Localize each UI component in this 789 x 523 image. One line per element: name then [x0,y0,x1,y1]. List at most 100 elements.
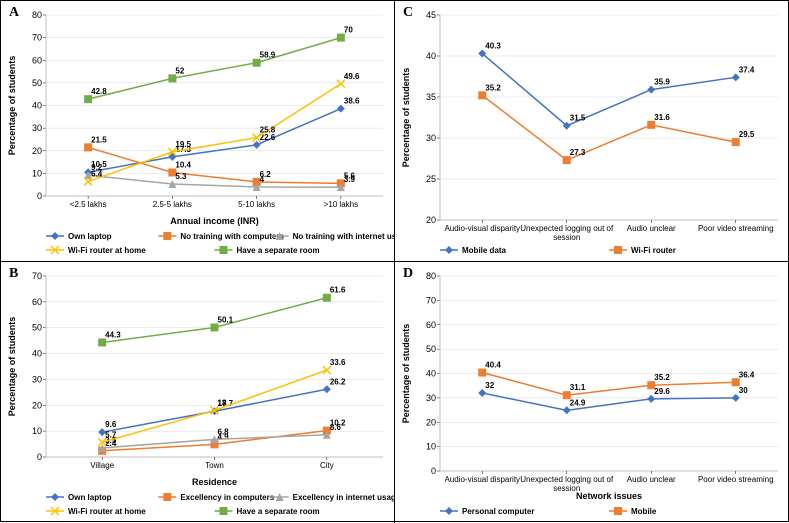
svg-text:80: 80 [426,271,436,281]
svg-text:5.3: 5.3 [175,172,187,181]
svg-text:44.3: 44.3 [105,330,121,339]
svg-text:6.4: 6.4 [91,170,103,179]
svg-text:0: 0 [37,452,42,462]
panel-a-letter: A [9,5,19,21]
svg-text:Percentage of students: Percentage of students [7,56,17,156]
svg-text:Wi-Fi router at home: Wi-Fi router at home [68,507,146,516]
svg-text:2.5-5 lakhs: 2.5-5 lakhs [153,200,192,209]
svg-text:21.5: 21.5 [91,135,107,144]
svg-text:Audio-visual disparity: Audio-visual disparity [444,475,520,484]
svg-text:Village: Village [90,461,114,470]
svg-text:Personal computer: Personal computer [462,507,534,516]
svg-text:18: 18 [218,398,227,407]
svg-text:25.8: 25.8 [260,126,276,135]
svg-text:35: 35 [426,92,436,102]
svg-text:38.6: 38.6 [344,97,360,106]
svg-text:31.6: 31.6 [654,113,670,122]
svg-text:40: 40 [32,101,42,111]
svg-text:50: 50 [426,344,436,354]
svg-text:24.9: 24.9 [570,398,586,407]
svg-text:40.3: 40.3 [485,42,501,51]
svg-text:70: 70 [32,271,42,281]
svg-text:50: 50 [32,78,42,88]
svg-text:10: 10 [32,168,42,178]
svg-text:8.6: 8.6 [330,423,342,432]
svg-text:4: 4 [260,175,265,184]
svg-text:Mobile data: Mobile data [462,246,507,255]
svg-text:20: 20 [32,400,42,410]
svg-text:29.6: 29.6 [654,387,670,396]
svg-text:10: 10 [426,442,436,452]
svg-text:60: 60 [32,55,42,65]
svg-text:Have a separate room: Have a separate room [237,246,320,255]
panel-c: C 202530354045Audio-visual disparityUnex… [395,1,789,262]
svg-text:Percentage of students: Percentage of students [401,324,411,424]
svg-text:35.2: 35.2 [485,83,501,92]
svg-text:Audio unclear: Audio unclear [627,475,676,484]
svg-text:Audio-visual disparity: Audio-visual disparity [444,224,520,233]
svg-text:10.4: 10.4 [175,160,191,169]
svg-text:60: 60 [32,297,42,307]
svg-text:49.6: 49.6 [344,72,360,81]
svg-text:50.1: 50.1 [218,315,234,324]
svg-text:45: 45 [426,10,436,20]
svg-text:33.6: 33.6 [330,358,346,367]
svg-text:70: 70 [344,26,353,35]
svg-text:20: 20 [426,215,436,225]
svg-text:40: 40 [32,349,42,359]
chart-grid: A 01020304050607080<2.5 lakhs2.5-5 lakhs… [0,0,789,522]
svg-text:36.4: 36.4 [739,370,755,379]
svg-text:5.7: 5.7 [105,430,117,439]
svg-text:25: 25 [426,174,436,184]
svg-text:<2.5 lakhs: <2.5 lakhs [70,200,107,209]
svg-text:6.8: 6.8 [218,427,230,436]
svg-text:20: 20 [426,417,436,427]
panel-b: B 010203040506070VillageTownCityResidenc… [1,262,395,523]
svg-text:Mobile: Mobile [631,507,657,516]
svg-text:Wi-Fi router: Wi-Fi router [631,246,676,255]
svg-text:50: 50 [32,323,42,333]
svg-text:26.2: 26.2 [330,377,346,386]
svg-text:0: 0 [431,466,436,476]
svg-text:40.4: 40.4 [485,361,501,370]
svg-text:>10 lakhs: >10 lakhs [324,200,358,209]
panel-b-letter: B [9,266,18,282]
svg-text:3.9: 3.9 [344,175,356,184]
svg-text:No training with internet usag: No training with internet usage [293,232,395,241]
svg-text:40: 40 [426,369,436,379]
svg-text:35.9: 35.9 [654,78,670,87]
svg-text:32: 32 [485,381,494,390]
svg-text:37.4: 37.4 [739,65,755,74]
svg-text:60: 60 [426,320,436,330]
svg-text:30: 30 [32,123,42,133]
svg-text:9.6: 9.6 [105,420,117,429]
svg-text:Poor video streaming: Poor video streaming [698,475,774,484]
svg-text:Network issues: Network issues [576,491,642,501]
svg-text:Unexpected logging out of: Unexpected logging out of [520,475,614,484]
svg-text:Percentage of students: Percentage of students [7,317,17,417]
svg-text:Residence: Residence [192,477,237,487]
panel-d: D 01020304050607080Audio-visual disparit… [395,262,789,523]
svg-text:80: 80 [32,10,42,20]
svg-text:No training with computers: No training with computers [180,232,284,241]
svg-text:Excellency in computers: Excellency in computers [180,493,274,502]
svg-text:Excellency in internet usage: Excellency in internet usage [293,493,395,502]
svg-text:Unexpected logging out of: Unexpected logging out of [520,224,614,233]
panel-d-letter: D [403,266,413,282]
svg-text:19.5: 19.5 [175,140,191,149]
svg-text:58.9: 58.9 [260,51,276,60]
svg-text:5-10 lakhs: 5-10 lakhs [238,200,275,209]
svg-text:30: 30 [426,133,436,143]
svg-text:0: 0 [37,191,42,201]
svg-text:Have a separate room: Have a separate room [237,507,320,516]
svg-text:40: 40 [426,51,436,61]
svg-text:52: 52 [175,66,184,75]
svg-text:Town: Town [205,461,224,470]
svg-text:20: 20 [32,146,42,156]
svg-text:City: City [320,461,334,470]
svg-text:31.1: 31.1 [570,383,586,392]
svg-text:70: 70 [426,295,436,305]
svg-text:35.2: 35.2 [654,373,670,382]
svg-text:Wi-Fi router at home: Wi-Fi router at home [68,246,146,255]
svg-text:Poor video streaming: Poor video streaming [698,224,774,233]
